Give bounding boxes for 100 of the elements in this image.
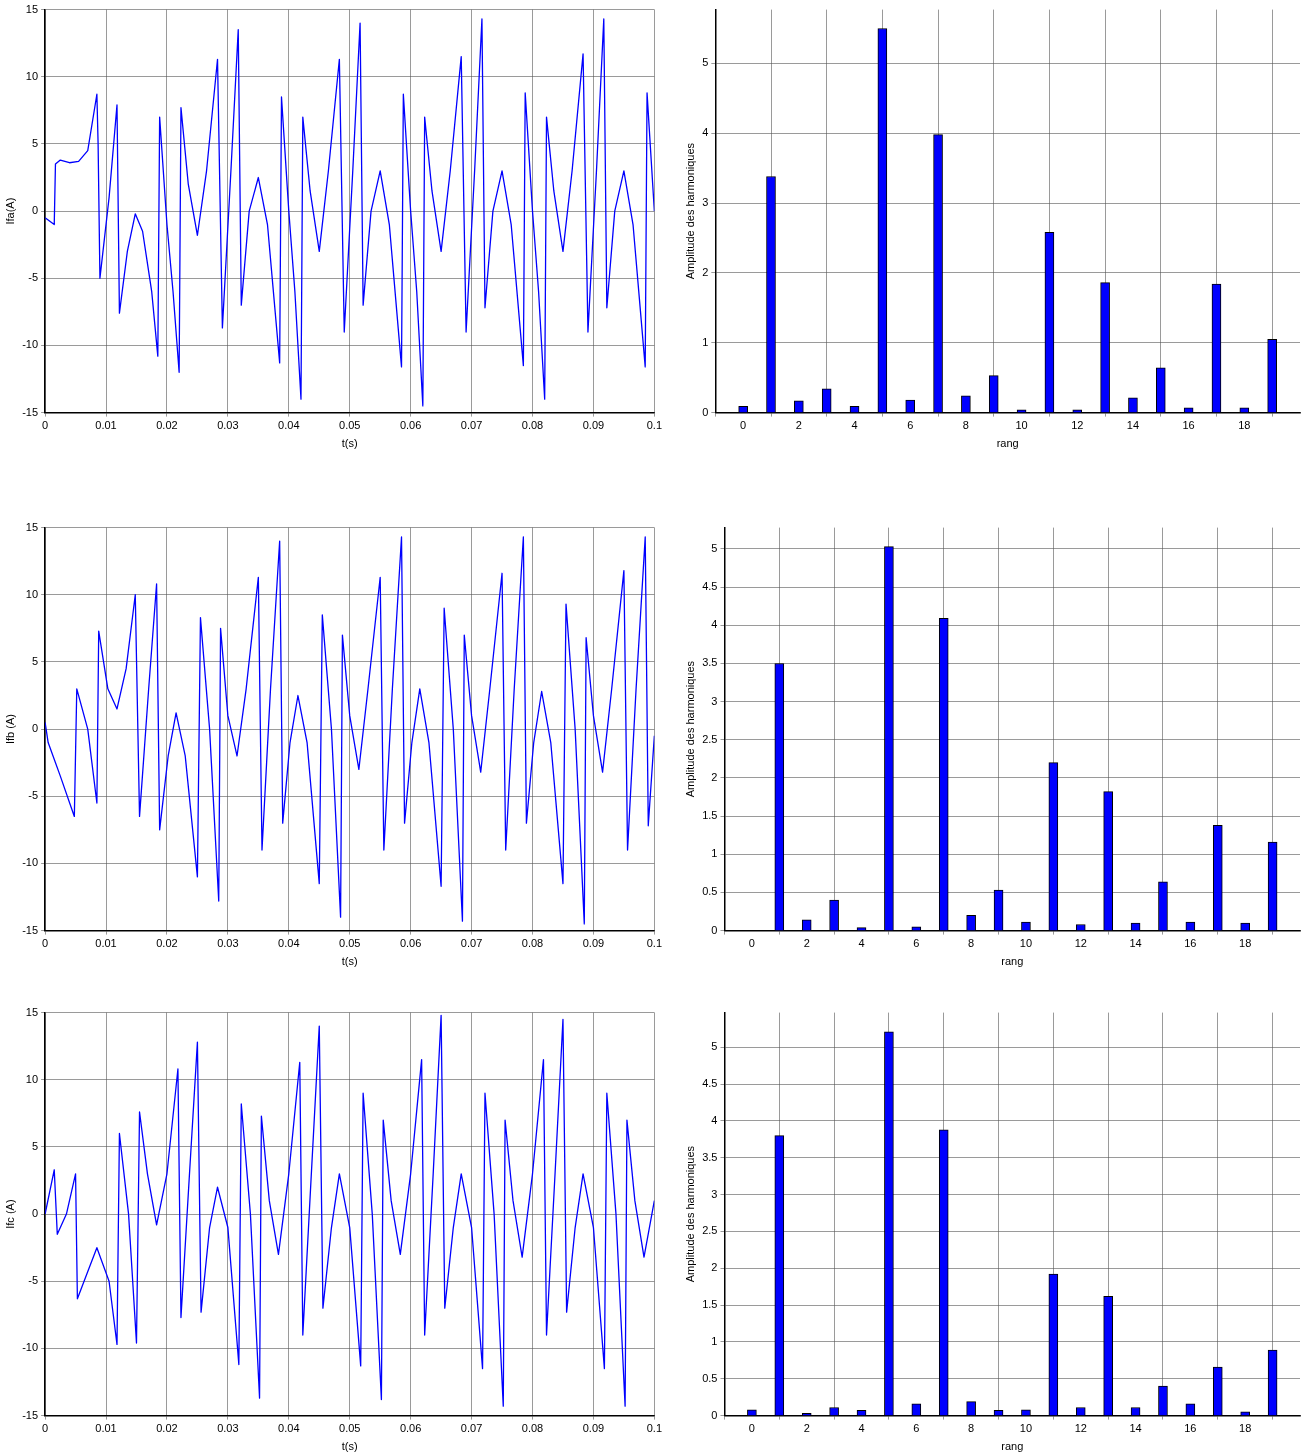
x-tick-label: 0	[42, 419, 49, 432]
x-tick-label: 16	[1184, 937, 1197, 950]
x-tick-label: 10	[1019, 937, 1033, 950]
y-tick-label: 10	[25, 69, 39, 82]
x-tick-label: 0.01	[95, 419, 117, 432]
y-tick-label: 0.5	[702, 1371, 718, 1384]
y-tick-label: -5	[28, 271, 39, 284]
x-tick-label: 0.06	[399, 937, 422, 950]
y-tick-label: 3.5	[702, 1150, 718, 1163]
y-tick-label: 1	[711, 1334, 718, 1347]
y-tick-label: 4	[711, 1113, 718, 1126]
x-tick-label: 6	[913, 1422, 920, 1435]
x-tick-label: 12	[1074, 1422, 1087, 1435]
x-tick-label: 0.01	[95, 1422, 117, 1435]
x-tick-label: 0.08	[521, 419, 544, 432]
y-axis-title: Ifc (A)	[3, 1199, 16, 1229]
x-tick-label: 2	[803, 937, 810, 950]
y-tick-label: -15	[22, 1408, 39, 1421]
x-tick-label: 16	[1184, 1422, 1197, 1435]
x-tick-label: 6	[913, 937, 920, 950]
x-tick-label: 0.07	[460, 419, 483, 432]
x-tick-label: 0.01	[95, 937, 117, 950]
y-tick-label: 5	[711, 1040, 718, 1053]
x-tick-label: 18	[1239, 937, 1252, 950]
x-tick-label: 4	[858, 1422, 865, 1435]
x-tick-label: 0.1	[646, 1422, 662, 1435]
y-tick-label: 1	[702, 335, 709, 348]
y-tick-label: -15	[22, 405, 39, 418]
y-tick-label: 0	[702, 405, 709, 418]
y-tick-label: 0	[31, 204, 39, 217]
x-tick-label: 0.02	[156, 937, 178, 950]
y-tick-label: 5	[31, 1139, 39, 1152]
y-tick-label: 2	[711, 1261, 718, 1274]
x-tick-label: 14	[1129, 1422, 1142, 1435]
y-tick-label: 3.5	[702, 656, 718, 669]
y-tick-label: 0	[31, 1207, 39, 1220]
x-tick-label: 0.1	[646, 419, 662, 432]
y-tick-label: -5	[28, 1274, 39, 1287]
y-tick-label: 3	[711, 694, 718, 707]
x-tick-label: 14	[1126, 419, 1140, 432]
y-tick-label: 0.5	[702, 885, 718, 898]
x-tick-label: 0.02	[156, 1422, 178, 1435]
y-axis-title: Amplitude des harmoniques	[683, 142, 696, 280]
x-tick-label: 0.03	[217, 419, 239, 432]
x-tick-label: 0.05	[339, 419, 361, 432]
y-tick-label: 1	[711, 847, 718, 860]
x-tick-label: 0.02	[156, 419, 178, 432]
y-tick-label: 5	[711, 542, 718, 554]
y-tick-label: 1.5	[702, 809, 718, 822]
y-tick-label: 3	[711, 1187, 718, 1200]
x-tick-label: 0.09	[582, 419, 605, 432]
x-tick-label: 0.03	[217, 1422, 239, 1435]
x-tick-label: 0.04	[278, 1422, 300, 1435]
y-tick-label: 2	[702, 265, 709, 278]
x-tick-label: 0.03	[217, 937, 239, 950]
y-tick-label: 4.5	[702, 580, 718, 593]
x-tick-label: 0.06	[399, 1422, 422, 1435]
y-tick-label: 3	[702, 196, 709, 209]
x-tick-label: 10	[1015, 419, 1028, 432]
y-tick-label: 5	[31, 136, 39, 149]
x-tick-label: 2	[795, 419, 802, 432]
x-tick-label: 0.07	[460, 937, 483, 950]
y-axis-title: Amplitude des harmoniques	[683, 1145, 696, 1283]
x-tick-label: 0	[748, 937, 755, 950]
y-tick-label: 15	[25, 1005, 39, 1018]
x-axis-title: t(s)	[341, 437, 358, 450]
y-tick-label: 4	[702, 126, 709, 139]
x-tick-label: 0.1	[646, 937, 662, 950]
x-axis-title: rang	[1001, 1440, 1024, 1452]
x-tick-label: 0.04	[278, 937, 300, 950]
x-tick-label: 12	[1074, 937, 1087, 950]
y-axis-title: Ifb (A)	[3, 714, 16, 745]
x-tick-label: 10	[1019, 1422, 1033, 1435]
y-tick-label: 2.5	[702, 732, 718, 745]
x-tick-label: 18	[1239, 1422, 1252, 1435]
x-tick-label: 14	[1129, 937, 1142, 950]
x-tick-label: 0.05	[339, 937, 361, 950]
x-tick-label: 18	[1238, 419, 1251, 432]
x-tick-label: 0	[740, 419, 747, 432]
x-tick-label: 0.05	[339, 1422, 361, 1435]
y-tick-label: -15	[22, 923, 39, 936]
x-tick-label: 12	[1071, 419, 1084, 432]
y-axis-title: Ifa(A)	[3, 197, 16, 225]
y-tick-label: -10	[22, 856, 39, 869]
x-axis-title: rang	[1001, 955, 1024, 968]
x-tick-label: 0.08	[521, 937, 544, 950]
y-tick-label: 2.5	[702, 1224, 718, 1237]
x-tick-label: 4	[851, 419, 858, 432]
x-tick-label: 8	[962, 419, 969, 432]
x-tick-label: 0.06	[399, 419, 422, 432]
x-axis-title: t(s)	[341, 1440, 358, 1452]
x-tick-label: 0.04	[278, 419, 300, 432]
x-tick-label: 0.09	[582, 937, 605, 950]
y-tick-label: 10	[25, 587, 39, 600]
x-tick-label: 16	[1182, 419, 1195, 432]
y-tick-label: 5	[31, 654, 39, 667]
x-tick-label: 0	[42, 1422, 49, 1435]
x-axis-title: t(s)	[341, 955, 358, 968]
x-axis-title: rang	[996, 437, 1019, 450]
x-tick-label: 0.08	[521, 1422, 544, 1435]
